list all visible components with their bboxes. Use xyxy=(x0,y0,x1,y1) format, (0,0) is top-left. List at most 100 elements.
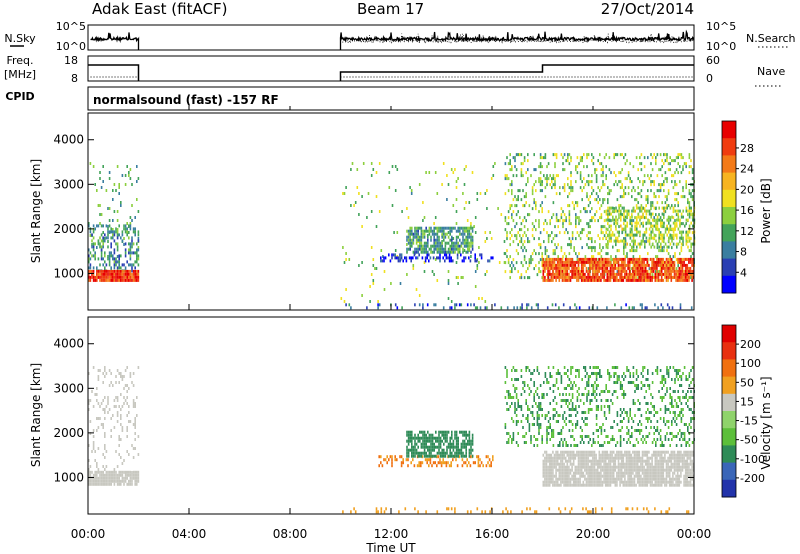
data-cell xyxy=(576,171,579,175)
data-cell xyxy=(504,270,507,274)
data-cell xyxy=(538,180,540,184)
data-cell xyxy=(423,270,426,273)
data-cell xyxy=(615,243,617,247)
data-cell xyxy=(137,246,140,249)
data-cell xyxy=(617,272,620,276)
data-cell xyxy=(118,275,120,279)
data-cell xyxy=(683,435,686,438)
data-cell xyxy=(602,423,604,426)
data-cell xyxy=(411,244,413,248)
data-cell xyxy=(657,275,660,279)
data-cell xyxy=(663,249,665,253)
data-cell xyxy=(560,471,562,475)
data-cell xyxy=(563,462,565,466)
data-cell xyxy=(642,212,644,216)
data-cell xyxy=(592,384,595,387)
data-cell xyxy=(523,231,526,235)
data-cell xyxy=(590,257,593,261)
data-cell xyxy=(610,171,612,175)
data-cell xyxy=(579,260,581,264)
colorbar-segment xyxy=(722,138,736,156)
data-cell xyxy=(688,372,691,375)
data-cell xyxy=(628,278,631,282)
data-cell xyxy=(538,237,540,241)
data-cell xyxy=(547,456,549,460)
data-cell xyxy=(454,250,456,254)
data-cell xyxy=(634,221,636,225)
data-cell xyxy=(674,192,676,196)
data-cell xyxy=(571,201,574,205)
data-cell xyxy=(561,477,564,481)
data-cell xyxy=(659,219,662,223)
data-cell xyxy=(619,420,622,423)
data-cell xyxy=(597,201,599,205)
data-cell xyxy=(561,465,564,469)
data-cell xyxy=(548,257,551,261)
data-cell xyxy=(659,153,662,157)
data-cell xyxy=(584,375,587,378)
data-cell xyxy=(417,451,419,455)
data-cell xyxy=(476,306,479,310)
data-cell xyxy=(599,216,601,220)
data-cell xyxy=(574,303,576,307)
data-cell xyxy=(568,384,571,387)
data-cell xyxy=(599,243,601,247)
data-cell xyxy=(447,430,450,434)
data-cell xyxy=(132,470,135,474)
data-cell xyxy=(441,454,443,458)
data-cell xyxy=(112,233,114,237)
data-cell xyxy=(545,483,548,487)
data-cell xyxy=(477,455,480,459)
data-cell xyxy=(589,180,591,184)
data-cell xyxy=(412,267,415,270)
data-cell xyxy=(551,240,553,244)
data-cell xyxy=(666,387,668,390)
data-cell xyxy=(507,441,510,444)
data-cell xyxy=(613,218,616,222)
data-cell xyxy=(645,216,647,220)
data-cell xyxy=(656,189,659,193)
data-cell xyxy=(594,441,596,444)
data-cell xyxy=(597,258,599,262)
data-cell xyxy=(470,255,472,258)
data-cell xyxy=(619,257,621,261)
data-cell xyxy=(418,464,420,468)
data-cell xyxy=(433,232,435,236)
data-cell xyxy=(667,272,669,276)
data-cell xyxy=(568,222,571,226)
data-cell xyxy=(583,207,585,211)
data-cell xyxy=(657,306,659,310)
data-cell xyxy=(104,482,106,486)
data-cell xyxy=(406,445,408,449)
data-cell xyxy=(630,260,633,264)
data-cell xyxy=(124,275,127,279)
data-cell xyxy=(126,435,128,438)
data-cell xyxy=(407,238,410,242)
data-cell xyxy=(647,435,649,438)
data-cell xyxy=(623,408,625,411)
data-cell xyxy=(619,186,622,190)
cpid-text: normalsound (fast) -157 RF xyxy=(93,93,279,107)
data-cell xyxy=(118,470,120,474)
data-cell xyxy=(520,153,523,157)
data-cell xyxy=(129,275,132,279)
data-cell xyxy=(89,257,92,261)
data-cell xyxy=(565,417,567,420)
data-cell xyxy=(89,432,92,435)
data-cell xyxy=(439,439,442,443)
data-cell xyxy=(622,275,625,279)
data-cell xyxy=(110,242,112,246)
data-cell xyxy=(541,255,543,259)
data-cell xyxy=(451,454,453,458)
data-cell xyxy=(121,263,124,267)
data-cell xyxy=(509,264,511,268)
data-cell xyxy=(587,198,590,202)
data-cell xyxy=(688,204,691,208)
data-cell xyxy=(621,206,624,210)
data-cell xyxy=(614,275,617,279)
data-cell xyxy=(123,224,125,228)
data-cell xyxy=(541,441,543,444)
data-cell xyxy=(439,461,441,465)
data-cell xyxy=(510,510,512,514)
data-cell xyxy=(576,444,579,447)
